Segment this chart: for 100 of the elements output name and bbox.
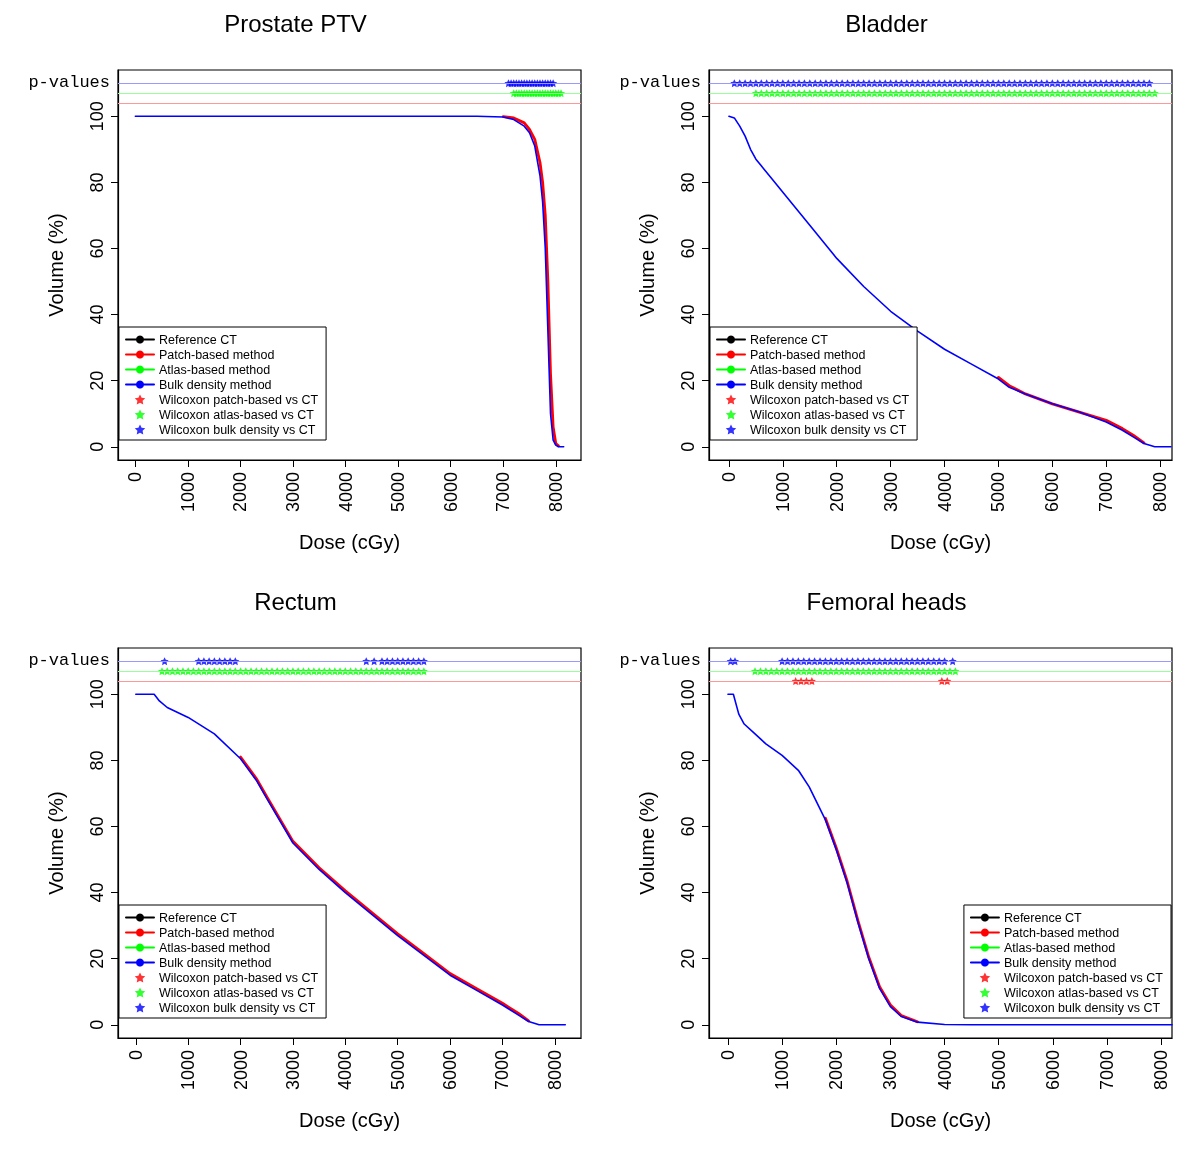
y-tick-label: 20	[87, 948, 107, 969]
y-axis-title: Volume (%)	[636, 213, 658, 317]
x-tick-label: 6000	[440, 1050, 461, 1091]
legend-label: Patch-based method	[159, 347, 275, 362]
x-tick-label: 4000	[934, 472, 955, 513]
y-tick-label: 20	[87, 370, 107, 391]
x-tick-label: 0	[125, 472, 146, 483]
x-axis-title: Dose (cGy)	[889, 1109, 992, 1131]
x-tick-label: 4000	[335, 1050, 356, 1091]
x-tick-label: 1000	[178, 1050, 199, 1091]
x-tick-label: 1000	[177, 472, 198, 513]
y-tick-label: 40	[87, 882, 107, 903]
x-tick-label: 4000	[335, 472, 356, 513]
legend-label: Patch-based method	[750, 347, 866, 362]
x-tick-label: 0	[717, 1050, 738, 1061]
chart-title: Rectum	[254, 587, 337, 615]
legend-label: Reference CT	[159, 332, 238, 347]
x-tick-label: 2000	[826, 1050, 847, 1091]
text: p-values	[619, 73, 702, 92]
y-tick-label: 100	[678, 679, 698, 710]
x-tick-label: 7000	[1096, 472, 1117, 513]
y-tick-label: 0	[678, 441, 698, 452]
y-tick-label: 80	[678, 172, 698, 193]
x-tick-label: 7000	[1097, 1050, 1118, 1091]
x-tick-label: 8000	[544, 1050, 565, 1091]
x-tick-label: 6000	[1042, 472, 1063, 513]
x-tick-label: 3000	[283, 472, 303, 513]
y-tick-label: 100	[87, 101, 107, 132]
y-tick-label: 20	[678, 948, 698, 969]
legend-label: Wilcoxon patch-based vs CT	[159, 392, 319, 407]
y-tick-label: 80	[87, 172, 107, 193]
legend-label: Reference CT	[1003, 910, 1083, 925]
x-tick-label: 5000	[988, 1050, 1009, 1091]
x-tick-label: 2000	[230, 472, 251, 513]
y-tick-label: 80	[87, 750, 107, 771]
y-tick-label: 40	[678, 882, 698, 903]
legend-label: Atlas-based method	[159, 940, 271, 955]
x-tick-label: 7000	[493, 472, 514, 513]
text: p-values	[28, 73, 111, 92]
y-tick-label: 0	[87, 441, 107, 452]
x-tick-label: 2000	[826, 472, 847, 513]
legend-label: Bulk density method	[750, 377, 863, 392]
text: p-values	[619, 651, 702, 670]
x-tick-label: 1000	[772, 472, 793, 513]
legend-label: Bulk density method	[1003, 955, 1117, 970]
y-tick-label: 60	[87, 238, 107, 259]
x-tick-label: 1000	[772, 1050, 793, 1091]
x-tick-label: 5000	[388, 472, 409, 513]
x-tick-label: 8000	[545, 472, 566, 513]
x-tick-label: 0	[125, 1050, 146, 1061]
legend-label: Wilcoxon patch-based vs CT	[750, 392, 910, 407]
y-tick-label: 100	[87, 679, 107, 710]
chart-title: Femoral heads	[806, 587, 967, 615]
x-axis-title: Dose (cGy)	[298, 1109, 401, 1131]
legend-label: Wilcoxon patch-based vs CT	[1003, 970, 1164, 985]
y-tick-label: 0	[87, 1019, 107, 1030]
legend-label: Patch-based method	[159, 925, 275, 940]
legend-label: Wilcoxon bulk density vs CT	[159, 422, 316, 437]
legend-label: Wilcoxon atlas-based vs CT	[159, 407, 315, 422]
legend-label: Bulk density method	[159, 955, 272, 970]
y-tick-label: 0	[678, 1019, 698, 1030]
x-axis-title: Dose (cGy)	[889, 531, 992, 553]
y-tick-label: 20	[678, 370, 698, 391]
chart-title: Prostate PTV	[224, 9, 367, 37]
x-tick-label: 3000	[880, 472, 901, 513]
x-axis-title: Dose (cGy)	[298, 531, 401, 553]
x-tick-label: 6000	[440, 472, 461, 513]
legend-label: Bulk density method	[159, 377, 272, 392]
legend-label: Atlas-based method	[159, 362, 271, 377]
legend-label: Wilcoxon patch-based vs CT	[159, 970, 319, 985]
x-tick-label: 8000	[1150, 472, 1171, 513]
y-tick-label: 100	[678, 101, 698, 132]
legend-label: Wilcoxon atlas-based vs CT	[159, 985, 315, 1000]
x-tick-label: 3000	[282, 1050, 303, 1091]
text: p-values	[28, 651, 111, 670]
y-tick-label: 40	[87, 304, 107, 325]
y-tick-label: 40	[678, 304, 698, 325]
x-tick-label: 5000	[988, 472, 1009, 513]
x-tick-label: 3000	[880, 1050, 901, 1091]
x-tick-label: 4000	[934, 1050, 955, 1091]
x-tick-label: 5000	[387, 1050, 408, 1091]
legend-label: Atlas-based method	[750, 362, 862, 377]
legend-label: Atlas-based method	[1003, 940, 1116, 955]
legend-label: Reference CT	[750, 332, 829, 347]
legend-label: Wilcoxon bulk density vs CT	[159, 1000, 316, 1015]
y-tick-label: 60	[87, 816, 107, 837]
x-tick-label: 8000	[1151, 1050, 1172, 1091]
x-tick-label: 6000	[1042, 1050, 1063, 1091]
legend-label: Wilcoxon atlas-based vs CT	[1003, 985, 1160, 1000]
y-tick-label: 80	[678, 750, 698, 771]
legend-label: Wilcoxon bulk density vs CT	[1003, 1000, 1161, 1015]
legend-label: Wilcoxon bulk density vs CT	[750, 422, 907, 437]
y-axis-title: Volume (%)	[45, 213, 67, 317]
chart-title: Bladder	[845, 9, 928, 37]
y-tick-label: 60	[678, 238, 698, 259]
y-axis-title: Volume (%)	[45, 791, 67, 895]
legend-label: Wilcoxon atlas-based vs CT	[750, 407, 906, 422]
x-tick-label: 2000	[230, 1050, 251, 1091]
x-tick-label: 0	[718, 472, 739, 483]
x-tick-label: 7000	[492, 1050, 513, 1091]
